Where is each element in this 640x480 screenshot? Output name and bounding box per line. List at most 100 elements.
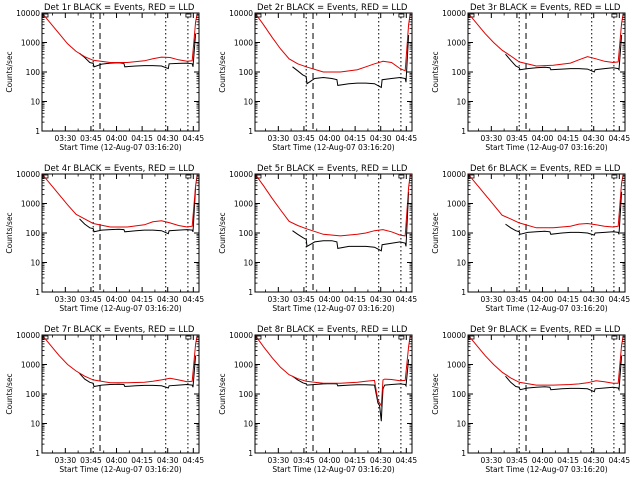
x-tick-label: 04:30 [583, 134, 605, 143]
x-tick-label: 04:30 [157, 295, 179, 304]
chart-title: Det 5r BLACK = Events, RED = LLD [257, 164, 408, 174]
corner-marker [185, 174, 192, 179]
x-tick-label: 04:00 [319, 456, 341, 465]
plot-frame [41, 334, 200, 454]
y-tick-label: 10 [243, 420, 253, 429]
corner-marker [611, 174, 618, 179]
x-tick-label: 03:30 [481, 295, 503, 304]
x-tick-label: 04:30 [157, 456, 179, 465]
x-tick-label: 04:30 [370, 134, 392, 143]
events-series-line [505, 34, 623, 73]
y-tick-label: 10 [456, 259, 466, 268]
x-axis-label: Start Time (12-Aug-07 03:16:20) [59, 143, 181, 152]
plot-area [255, 174, 411, 252]
corner-marker [185, 13, 192, 18]
y-tick-label: 10000 [229, 331, 253, 340]
lld-series-line [42, 13, 198, 63]
plot-area [255, 13, 411, 89]
plot-area [468, 335, 624, 393]
lld-series-line [42, 174, 198, 228]
x-tick-label: 04:15 [131, 456, 153, 465]
chart-title: Det 6r BLACK = Events, RED = LLD [470, 164, 621, 174]
corner-marker [398, 174, 405, 179]
chart-panel: Det 7r BLACK = Events, RED = LLD 1 10 100 10… [5, 325, 204, 474]
x-tick-label: 04:15 [131, 134, 153, 143]
x-tick-label: 04:00 [532, 456, 554, 465]
x-tick-label: 04:45 [183, 456, 205, 465]
y-tick-label: 10000 [16, 170, 40, 179]
x-axis-label: Start Time (12-Aug-07 03:16:20) [59, 304, 181, 313]
x-tick-label: 04:45 [183, 134, 205, 143]
y-tick-label: 1 [35, 127, 40, 136]
chart-title: Det 9r BLACK = Events, RED = LLD [470, 325, 621, 335]
lld-series-line [42, 335, 198, 384]
x-tick-label: 04:45 [396, 295, 418, 304]
x-tick-label: 04:15 [557, 134, 579, 143]
y-tick-label: 1000 [447, 200, 466, 209]
y-tick-label: 100 [26, 68, 41, 77]
x-axis-label: Start Time (12-Aug-07 03:16:20) [485, 465, 607, 474]
corner-marker [398, 13, 405, 18]
chart-panel: Det 5r BLACK = Events, RED = LLD 1 10 100 10… [218, 164, 417, 313]
y-axis-label: Counts/sec [431, 51, 440, 92]
x-tick-label: 04:45 [609, 134, 631, 143]
x-tick-label: 04:15 [344, 456, 366, 465]
lld-series-line [468, 335, 624, 386]
y-tick-label: 100 [26, 390, 41, 399]
chart-title: Det 1r BLACK = Events, RED = LLD [44, 3, 195, 13]
x-tick-label: 04:15 [557, 295, 579, 304]
x-tick-label: 04:30 [583, 456, 605, 465]
chart-title: Det 3r BLACK = Events, RED = LLD [470, 3, 621, 13]
y-tick-label: 1000 [234, 200, 253, 209]
x-tick-label: 03:45 [506, 134, 528, 143]
x-tick-label: 04:45 [183, 295, 205, 304]
y-tick-label: 10000 [442, 331, 466, 340]
x-tick-label: 04:15 [344, 295, 366, 304]
y-tick-label: 1 [461, 449, 466, 458]
x-tick-label: 03:30 [55, 456, 77, 465]
y-tick-label: 10000 [229, 170, 253, 179]
x-tick-label: 04:30 [370, 295, 392, 304]
x-axis-label: Start Time (12-Aug-07 03:16:20) [272, 465, 394, 474]
y-axis-label: Counts/sec [431, 373, 440, 414]
y-tick-label: 10 [30, 98, 40, 107]
y-tick-label: 1000 [447, 39, 466, 48]
x-tick-label: 03:30 [481, 134, 503, 143]
plot-frame [467, 334, 626, 454]
x-tick-label: 04:15 [344, 134, 366, 143]
corner-marker [185, 335, 192, 340]
y-tick-label: 1 [461, 127, 466, 136]
plot-area [42, 174, 198, 235]
x-tick-label: 03:45 [80, 456, 102, 465]
corner-marker [611, 335, 618, 340]
events-series-line [79, 187, 197, 235]
x-tick-label: 04:00 [106, 456, 128, 465]
lld-series-line [255, 174, 411, 237]
x-tick-label: 04:30 [583, 295, 605, 304]
x-tick-label: 03:30 [55, 295, 77, 304]
y-tick-label: 1000 [234, 39, 253, 48]
x-tick-label: 04:45 [396, 134, 418, 143]
x-tick-label: 04:45 [396, 456, 418, 465]
x-tick-label: 03:45 [293, 134, 315, 143]
y-tick-label: 10000 [442, 170, 466, 179]
lld-series-line [468, 13, 624, 67]
x-axis-label: Start Time (12-Aug-07 03:16:20) [272, 304, 394, 313]
x-tick-label: 03:45 [80, 295, 102, 304]
plot-area [468, 13, 624, 73]
plot-area [42, 13, 198, 70]
y-tick-label: 10 [456, 420, 466, 429]
y-tick-label: 100 [26, 229, 41, 238]
x-tick-label: 03:45 [506, 295, 528, 304]
plot-area [42, 335, 198, 389]
y-tick-label: 10 [30, 259, 40, 268]
y-tick-label: 1000 [447, 361, 466, 370]
chart-panel: Det 9r BLACK = Events, RED = LLD 1 10 100 10… [431, 325, 630, 474]
x-tick-label: 03:30 [268, 456, 290, 465]
events-series-line [292, 359, 410, 422]
x-tick-label: 04:15 [557, 456, 579, 465]
events-series-line [292, 191, 410, 252]
y-tick-label: 10000 [229, 9, 253, 18]
y-tick-label: 10 [456, 98, 466, 107]
